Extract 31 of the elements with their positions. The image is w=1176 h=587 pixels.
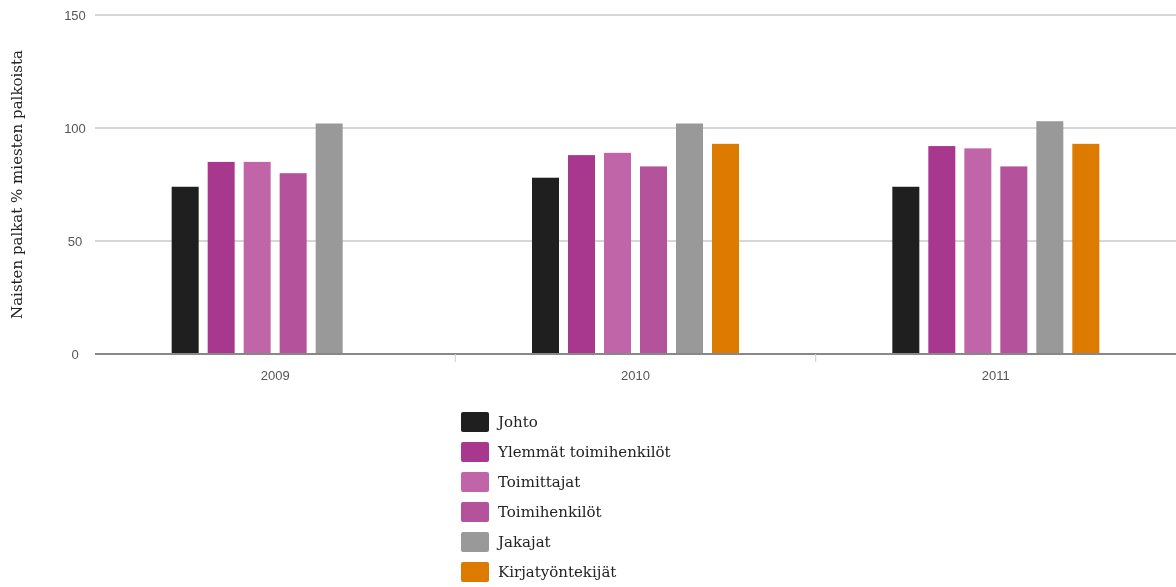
legend-label: Johto bbox=[496, 413, 538, 431]
legend-label: Jakajat bbox=[496, 533, 551, 551]
bar bbox=[1036, 121, 1064, 354]
y-tick-label: 50 bbox=[67, 233, 83, 249]
bar bbox=[892, 186, 920, 354]
y-axis-title: Naisten palkat % miesten palkoista bbox=[8, 49, 26, 319]
bar bbox=[928, 146, 956, 354]
y-tick-label: 100 bbox=[64, 120, 86, 136]
bar bbox=[171, 186, 199, 354]
legend-label: Ylemmät toimihenkilöt bbox=[497, 443, 671, 461]
legend-label: Toimittajat bbox=[498, 473, 581, 491]
bar bbox=[640, 166, 667, 354]
legend-label: Toimihenkilöt bbox=[498, 503, 602, 521]
bar bbox=[207, 161, 235, 354]
y-tick-label: 150 bbox=[64, 7, 86, 23]
bar bbox=[676, 123, 703, 354]
bar bbox=[568, 155, 595, 354]
bar bbox=[532, 177, 559, 354]
bar bbox=[604, 152, 631, 354]
bar bbox=[315, 123, 343, 354]
y-tick-label: 0 bbox=[71, 346, 79, 362]
legend-label: Kirjatyöntekijät bbox=[498, 563, 617, 581]
bar bbox=[279, 173, 307, 354]
bar bbox=[964, 148, 992, 354]
x-tick-label: 2010 bbox=[621, 368, 650, 383]
x-tick-label: 2011 bbox=[981, 368, 1010, 383]
x-tick-label: 2009 bbox=[260, 368, 290, 383]
bar bbox=[243, 161, 271, 354]
bar bbox=[712, 143, 739, 354]
bar bbox=[1000, 166, 1028, 354]
bar bbox=[1072, 143, 1100, 354]
